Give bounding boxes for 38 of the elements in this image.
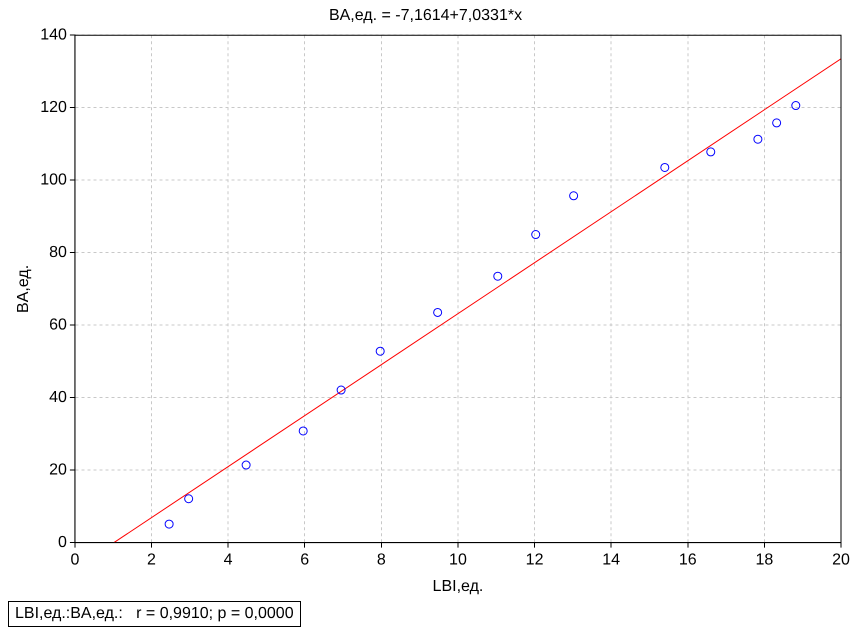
point <box>493 272 502 281</box>
point <box>336 386 346 395</box>
x-tick-label: 20 <box>832 552 850 569</box>
y-tick-label: 120 <box>40 99 67 116</box>
point <box>184 494 194 504</box>
x-tick-label: 8 <box>376 552 386 569</box>
x-tick-label: 10 <box>449 552 467 569</box>
y-tick-label: 100 <box>40 172 67 189</box>
x-tick-label: 6 <box>300 552 310 569</box>
y-tick-label: 20 <box>49 462 67 479</box>
x-tick-label: 18 <box>755 552 774 569</box>
point <box>376 346 385 356</box>
x-tick-label: 16 <box>678 552 697 569</box>
x-axis-title: LBI,ед. <box>432 578 484 595</box>
y-tick-label: 0 <box>58 534 67 552</box>
y-tick-label: 140 <box>40 26 67 44</box>
y-tick-label: 80 <box>49 244 67 262</box>
point <box>531 230 540 240</box>
y-axis-title: BA,ед. <box>15 264 32 313</box>
point <box>791 101 800 110</box>
y-tick-label: 40 <box>49 389 67 406</box>
y-tick-label: 60 <box>49 316 67 334</box>
x-tick-label: 0 <box>70 552 80 569</box>
point <box>242 460 251 470</box>
point <box>706 147 716 156</box>
x-tick-label: 4 <box>224 552 233 569</box>
x-tick-label: 12 <box>526 552 544 569</box>
point <box>753 134 762 144</box>
point <box>569 191 578 200</box>
x-tick-label: 14 <box>602 552 620 569</box>
point <box>433 308 442 317</box>
point <box>772 118 782 128</box>
point <box>660 162 670 172</box>
point <box>298 426 308 436</box>
text: LBI,ед.:BA,ед.: r = 0,9910; p = 0,0000 <box>8 601 301 627</box>
chart-title: BA,ед. = -7,1614+7,0331*x <box>328 7 522 24</box>
x-tick-label: 2 <box>147 552 156 569</box>
point <box>164 520 174 529</box>
